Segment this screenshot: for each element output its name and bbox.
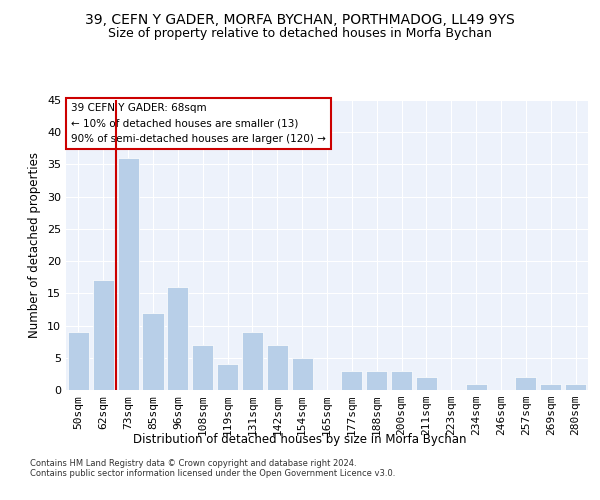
Text: 39, CEFN Y GADER, MORFA BYCHAN, PORTHMADOG, LL49 9YS: 39, CEFN Y GADER, MORFA BYCHAN, PORTHMAD… <box>85 12 515 26</box>
Text: Contains public sector information licensed under the Open Government Licence v3: Contains public sector information licen… <box>30 468 395 477</box>
Bar <box>515 377 536 390</box>
Bar <box>466 384 487 390</box>
Bar <box>68 332 89 390</box>
Bar <box>167 287 188 390</box>
Bar <box>565 384 586 390</box>
Bar <box>292 358 313 390</box>
Bar <box>93 280 114 390</box>
Bar <box>341 370 362 390</box>
Bar <box>391 370 412 390</box>
Bar <box>267 345 288 390</box>
Bar <box>540 384 561 390</box>
Bar <box>142 312 164 390</box>
Bar <box>242 332 263 390</box>
Bar <box>118 158 139 390</box>
Y-axis label: Number of detached properties: Number of detached properties <box>28 152 41 338</box>
Text: Size of property relative to detached houses in Morfa Bychan: Size of property relative to detached ho… <box>108 28 492 40</box>
Text: 39 CEFN Y GADER: 68sqm
← 10% of detached houses are smaller (13)
90% of semi-det: 39 CEFN Y GADER: 68sqm ← 10% of detached… <box>71 103 326 144</box>
Bar <box>416 377 437 390</box>
Bar <box>217 364 238 390</box>
Text: Distribution of detached houses by size in Morfa Bychan: Distribution of detached houses by size … <box>133 432 467 446</box>
Text: Contains HM Land Registry data © Crown copyright and database right 2024.: Contains HM Land Registry data © Crown c… <box>30 458 356 468</box>
Bar <box>192 345 213 390</box>
Bar <box>366 370 387 390</box>
